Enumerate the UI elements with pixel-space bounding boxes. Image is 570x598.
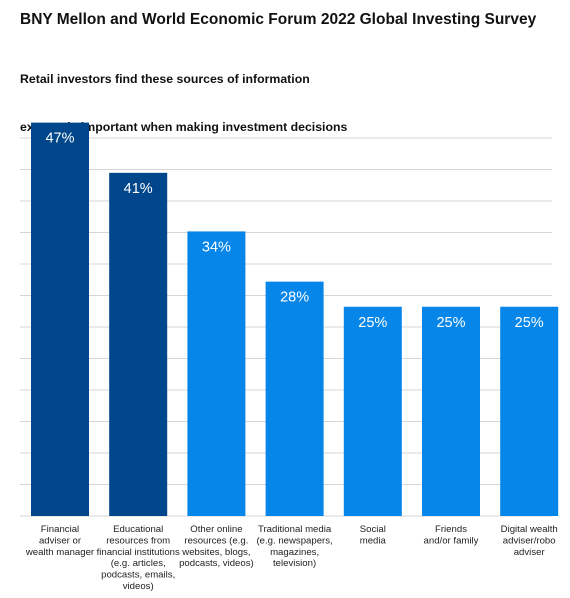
data-label: 47% — [45, 131, 74, 147]
category-label: media — [360, 535, 387, 546]
category-label: Digital wealth — [501, 524, 558, 535]
bar — [422, 306, 480, 516]
category-label: adviser — [514, 547, 546, 558]
category-label: resources (e.g. — [184, 535, 248, 546]
category-label: magazines, — [270, 547, 319, 558]
category-label: wealth manager — [25, 547, 95, 558]
chart-title: BNY Mellon and World Economic Forum 2022… — [20, 11, 537, 28]
category-label: Other online — [190, 524, 242, 535]
category-label: Financial — [41, 524, 79, 535]
category-label: Social — [360, 524, 386, 535]
data-label: 34% — [202, 239, 231, 255]
bar — [265, 281, 324, 516]
data-label: 25% — [436, 315, 465, 331]
category-label: Friends — [435, 524, 467, 535]
category-label: (e.g. newspapers, — [256, 535, 332, 546]
category-label: adviser/robo — [503, 535, 556, 546]
category-label: videos) — [123, 581, 154, 592]
category-label: television) — [273, 558, 316, 569]
bar — [500, 306, 559, 516]
data-label: 41% — [124, 181, 153, 197]
data-label: 25% — [515, 315, 544, 331]
bar — [31, 122, 89, 517]
subtitle-line-1: Retail investors find these sources of i… — [20, 72, 310, 86]
category-label: podcasts, emails, — [101, 570, 175, 581]
bar — [187, 231, 246, 517]
category-label: Traditional media — [258, 524, 332, 535]
bar — [109, 172, 168, 516]
category-label: and/or family — [424, 535, 479, 546]
data-label: 28% — [280, 290, 309, 306]
category-label: podcasts, videos) — [179, 558, 254, 569]
category-label: adviser or — [39, 535, 82, 546]
category-label: Educational — [113, 524, 163, 535]
bar — [343, 306, 402, 516]
category-label: financial institutions — [97, 547, 180, 558]
category-label: resources from — [106, 535, 170, 546]
category-label: websites, blogs, — [181, 547, 250, 558]
category-label: (e.g. articles, — [111, 558, 166, 569]
data-label: 25% — [358, 315, 387, 331]
